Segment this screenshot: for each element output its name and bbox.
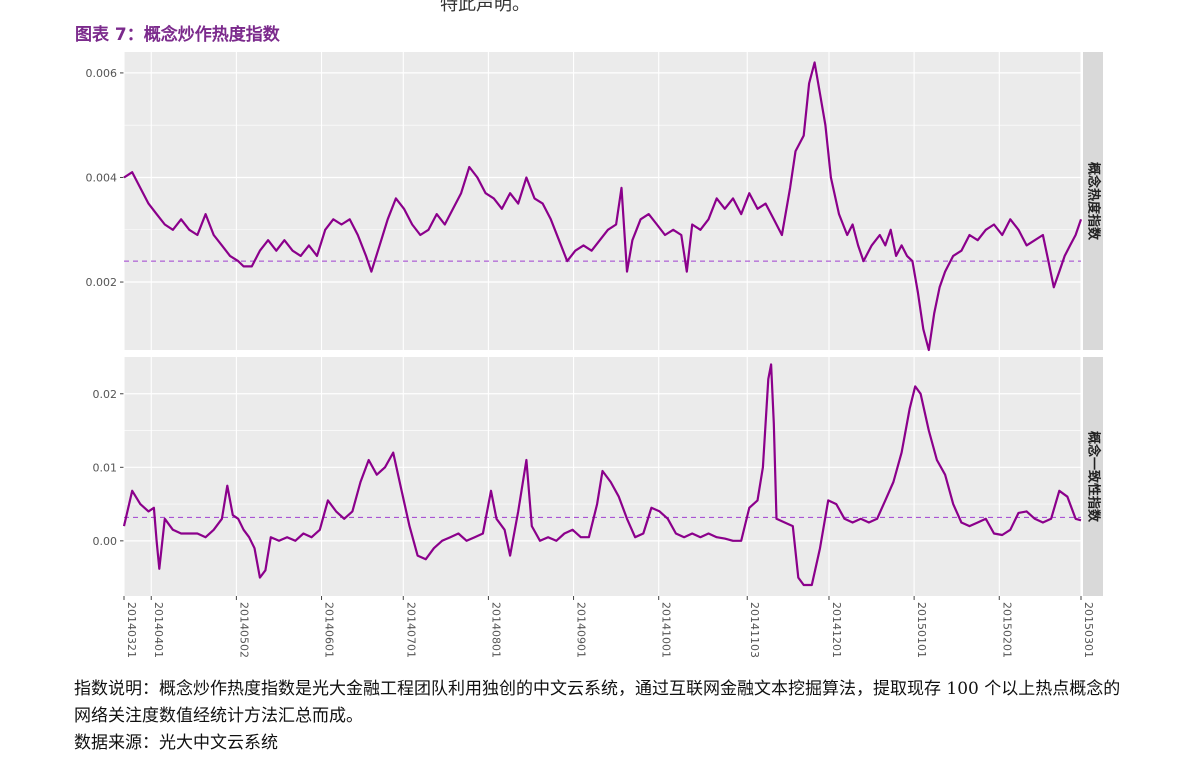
notes-source: 数据来源：光大中文云系统	[74, 733, 278, 753]
concept-index-chart: 0.002 0.004 0.006 概念热度指数 0.00 0.01 0.02 概念一致性指数…	[86, 52, 1103, 658]
y-tick-label: 0.002	[86, 276, 118, 289]
x-tick-label: 20140701	[404, 602, 417, 658]
series-line	[123, 61, 1083, 352]
x-tick-label: 20140401	[152, 602, 165, 658]
x-tick-label: 20141201	[830, 602, 843, 658]
facet-strip	[1083, 52, 1103, 350]
facet-strip-label: 概念热度指数	[1086, 162, 1102, 241]
series-line	[122, 363, 1082, 587]
x-tick-label: 20141001	[660, 602, 673, 658]
y-tick-label: 0.01	[93, 461, 118, 474]
x-tick-label: 20140321	[125, 602, 138, 658]
x-tick-label: 20150101	[915, 602, 928, 658]
facet-strip	[1083, 357, 1103, 596]
panel-background	[124, 52, 1081, 350]
y-tick-label: 0.004	[86, 171, 118, 184]
x-tick-label: 20140901	[575, 602, 588, 658]
x-tick-label: 20150201	[1000, 602, 1013, 658]
notes-description: 指数说明：概念炒作热度指数是光大金融工程团队利用独创的中文云系统，通过互联网金融…	[74, 679, 1121, 726]
figure-title: 图表 7：概念炒作热度指数	[75, 25, 280, 45]
y-tick-label: 0.02	[93, 388, 118, 401]
x-tick-label: 20140601	[323, 602, 336, 658]
figure-notes: 指数说明：概念炒作热度指数是光大金融工程团队利用独创的中文云系统，通过互联网金融…	[74, 676, 1134, 757]
y-tick-label: 0.006	[86, 67, 118, 80]
x-tick-label: 20140801	[489, 602, 502, 658]
header-fragment: 特此声明。	[440, 0, 530, 15]
y-tick-label: 0.00	[93, 535, 118, 548]
facet-strip-label: 概念一致性指数	[1086, 431, 1102, 523]
x-tick-label: 20141103	[748, 602, 761, 658]
x-tick-label: 20150301	[1082, 602, 1095, 658]
x-tick-label: 20140502	[237, 602, 250, 658]
